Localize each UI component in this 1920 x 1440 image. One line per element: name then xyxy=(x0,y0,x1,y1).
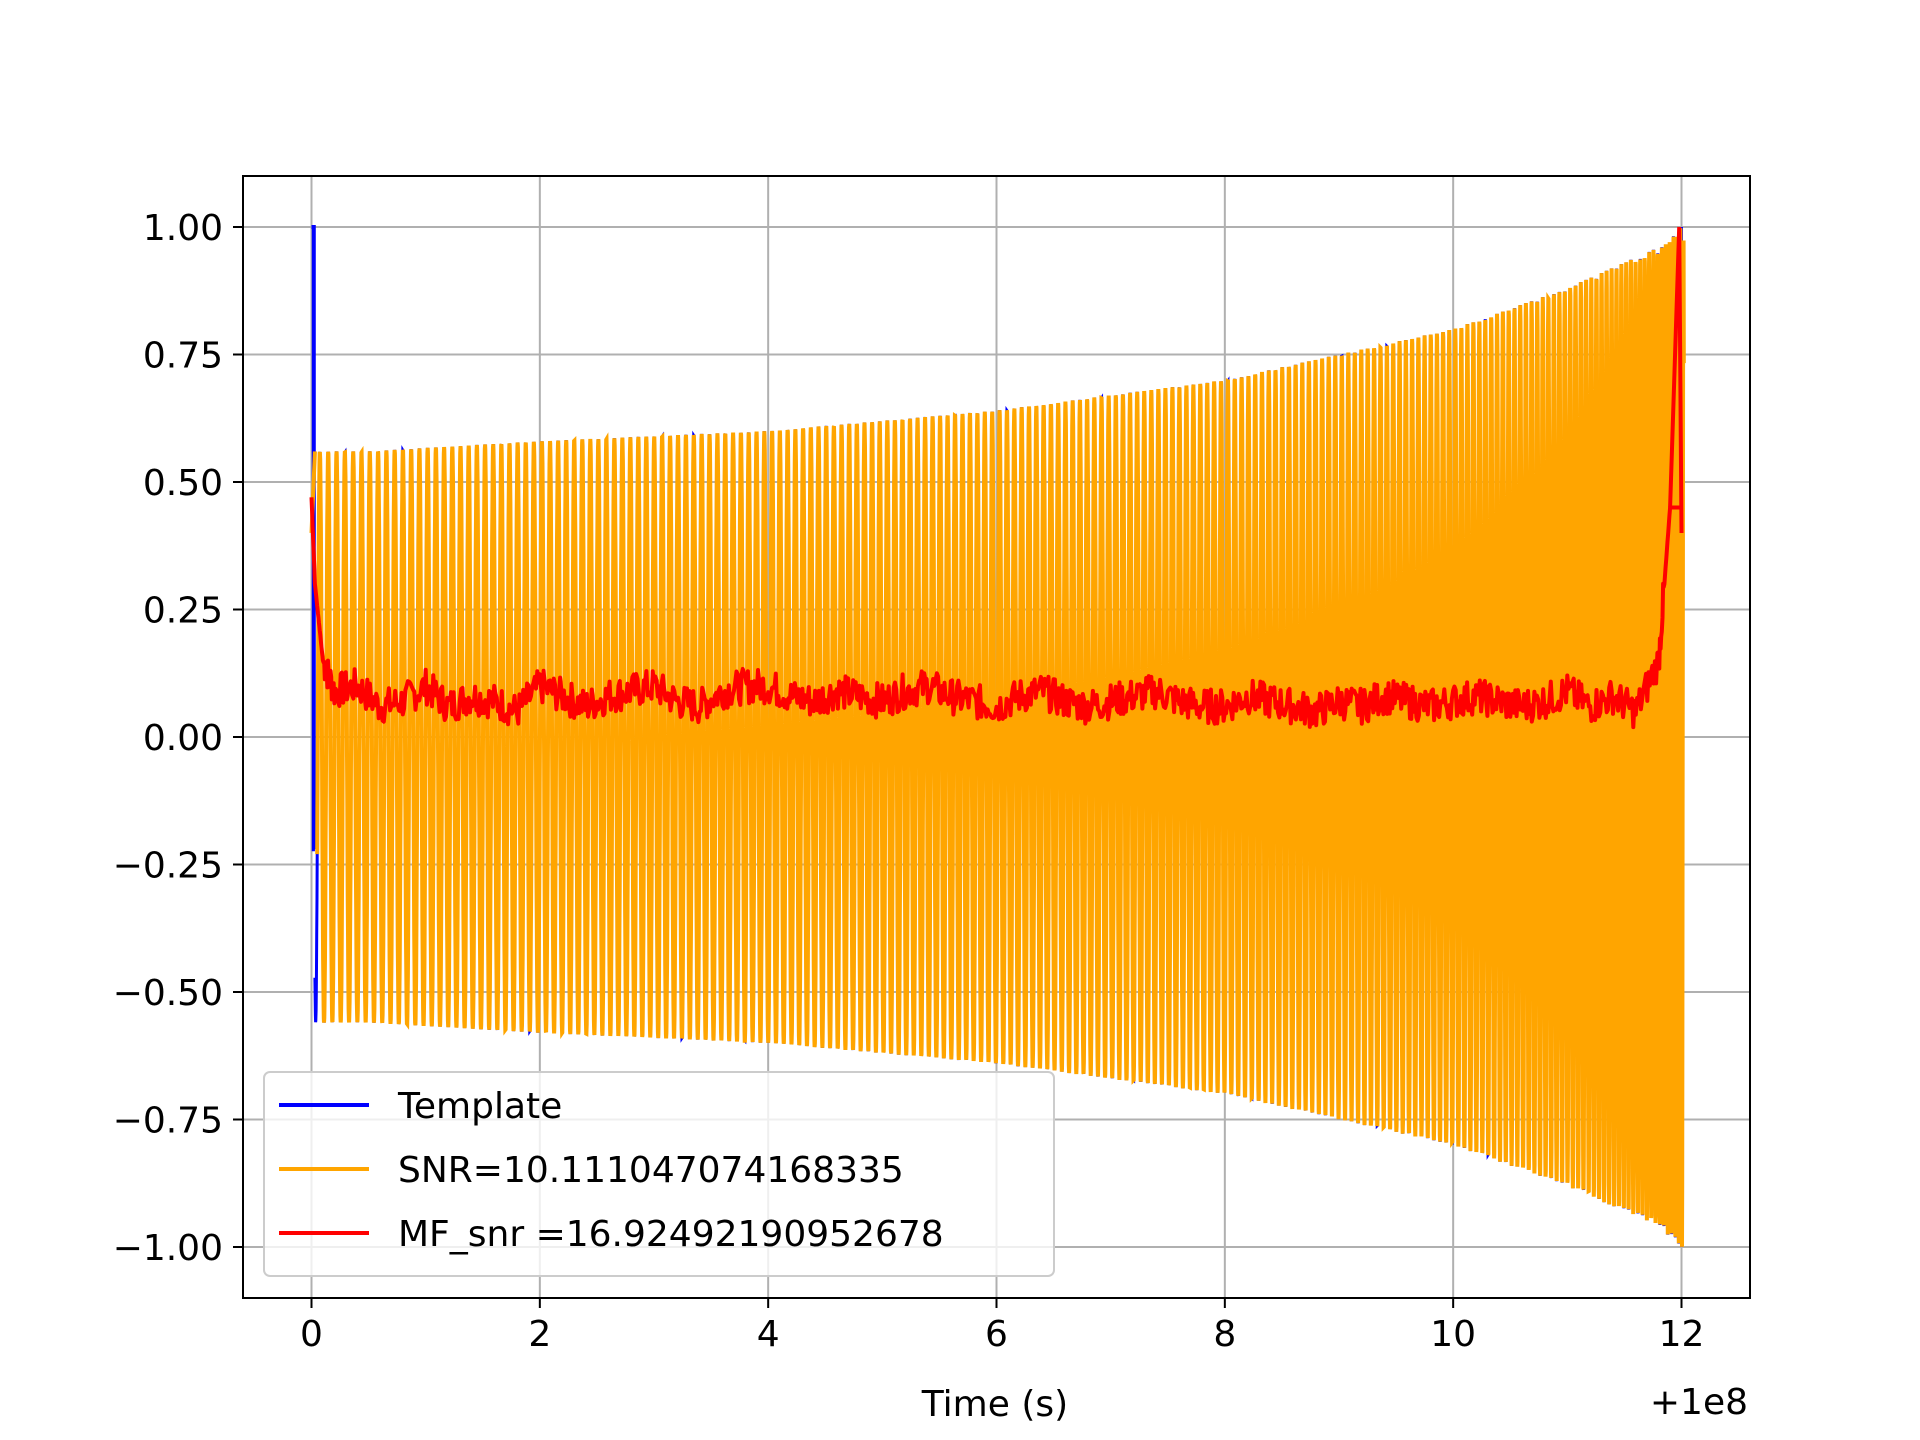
y-tick-label: −1.00 xyxy=(113,1228,223,1269)
snr-chirp xyxy=(315,228,1686,1247)
y-tick-label: 0.75 xyxy=(143,336,223,377)
x-tick-label: 2 xyxy=(528,1314,551,1355)
y-tick-label: −0.25 xyxy=(113,846,223,887)
mf-snr-end-spike xyxy=(1668,226,1684,534)
y-tick-label: 0.50 xyxy=(143,463,223,504)
x-axis-offset-label: +1e8 xyxy=(1650,1382,1748,1423)
y-tick-label: −0.75 xyxy=(113,1101,223,1142)
y-tick-label: 0.00 xyxy=(143,718,223,759)
legend-label-mf-snr: MF_snr =16.92492190952678 xyxy=(398,1214,944,1255)
x-tick-label: 10 xyxy=(1430,1314,1476,1355)
x-tick-label: 12 xyxy=(1659,1314,1705,1355)
x-axis-ticks: 0 2 4 6 8 10 12 xyxy=(300,1298,1704,1355)
plot-area xyxy=(309,225,1686,1247)
x-tick-label: 4 xyxy=(757,1314,780,1355)
legend: Template SNR=10.111047074168335 MF_snr =… xyxy=(263,1071,1055,1277)
x-tick-label: 8 xyxy=(1213,1314,1236,1355)
mf-snr-path xyxy=(309,497,1683,730)
legend-label-snr: SNR=10.111047074168335 xyxy=(398,1150,904,1191)
y-axis-ticks: 1.00 0.75 0.50 0.25 0.00 −0.25 −0.50 −0.75 −1.00 xyxy=(113,208,243,1269)
y-tick-label: 0.25 xyxy=(143,591,223,632)
x-tick-label: 6 xyxy=(985,1314,1008,1355)
y-tick-label: 1.00 xyxy=(143,208,223,249)
legend-label-template: Template xyxy=(397,1086,562,1127)
legend-box xyxy=(263,1071,1055,1277)
x-axis-label: Time (s) xyxy=(921,1384,1068,1425)
x-tick-label: 0 xyxy=(300,1314,323,1355)
y-tick-label: −0.50 xyxy=(113,973,223,1014)
series-mf-snr-line xyxy=(309,226,1684,730)
